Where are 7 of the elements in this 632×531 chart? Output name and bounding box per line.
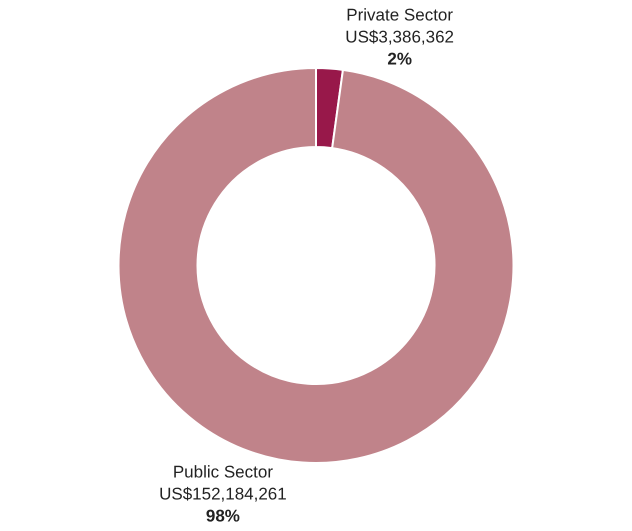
slice-label: Public Sector <box>172 462 274 482</box>
donut-slice <box>118 67 514 464</box>
data-label: US$3,386,362 <box>345 28 454 47</box>
text: 2% <box>387 50 412 69</box>
text: 98% <box>206 506 240 526</box>
slice-label: Private Sector <box>346 5 454 24</box>
data-label: US$152,184,261 <box>159 484 287 504</box>
